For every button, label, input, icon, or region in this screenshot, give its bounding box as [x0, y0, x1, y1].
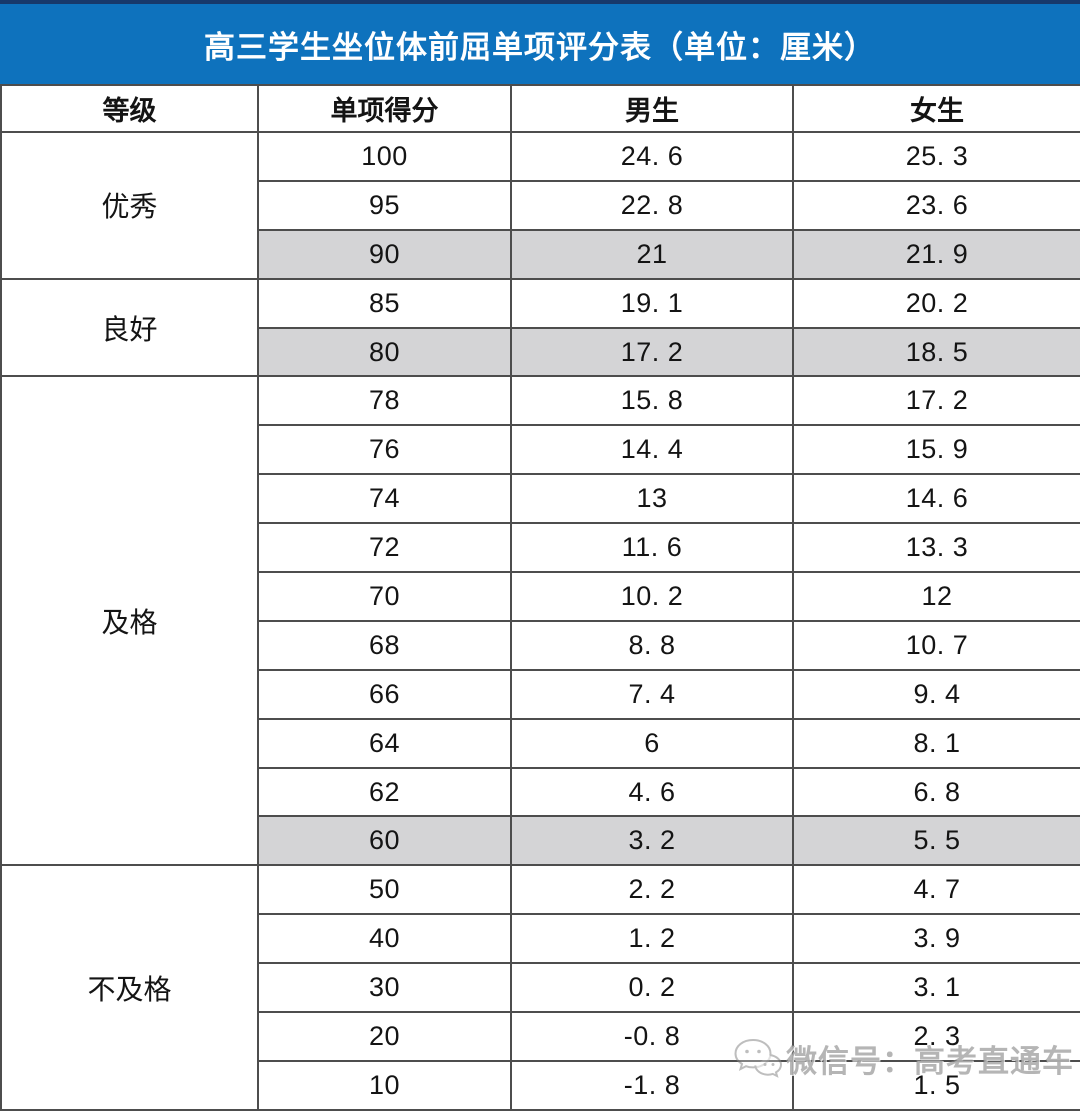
score-cell: 80	[257, 326, 512, 378]
header-row: 等级 单项得分 男生 女生	[0, 84, 1080, 133]
male-cell: 21	[510, 228, 794, 280]
female-cell: 2. 3	[792, 1011, 1080, 1062]
male-cell: 22. 8	[510, 179, 794, 231]
table-row: 68 8. 8 10. 7	[1, 619, 1080, 671]
female-cell: 13. 3	[792, 522, 1080, 574]
male-cell: 17. 2	[510, 326, 794, 378]
male-cell: 14. 4	[510, 424, 794, 476]
score-cell: 74	[257, 473, 512, 525]
page-title: 高三学生坐位体前屈单项评分表（单位：厘米）	[204, 29, 876, 65]
grade-cell: 优秀	[0, 131, 259, 280]
table-row: 66 7. 4 9. 4	[1, 668, 1080, 720]
female-cell: 15. 9	[792, 424, 1080, 476]
table-row: 30 0. 2 3. 1	[1, 962, 1080, 1014]
column-header-score: 单项得分	[257, 84, 512, 133]
column-header-grade: 等级	[0, 84, 259, 133]
title-banner: 高三学生坐位体前屈单项评分表（单位：厘米）	[0, 0, 1080, 84]
score-cell: 30	[257, 962, 512, 1014]
grade-cell: 不及格	[0, 864, 259, 1111]
male-cell: 3. 2	[510, 815, 794, 867]
table-row: 80 17. 2 18. 5	[1, 326, 1080, 378]
male-cell: 11. 6	[510, 522, 794, 574]
table-row: 及格 78 15. 8 17. 2	[0, 375, 1080, 867]
female-cell: 9. 4	[792, 668, 1080, 720]
female-cell: 6. 8	[792, 766, 1080, 818]
male-cell: 10. 2	[510, 571, 794, 622]
table-body: 优秀 100 24. 6 25. 3 95 22. 8 23. 6 90 21 21. 9 良好 85…	[0, 131, 1080, 1111]
female-cell: 3. 9	[792, 913, 1080, 965]
column-header-female: 女生	[792, 84, 1080, 133]
female-cell: 3. 1	[792, 962, 1080, 1014]
grade-cell: 及格	[0, 375, 259, 867]
female-cell: 5. 5	[792, 815, 1080, 867]
table-row: 良好 85 19. 1 20. 2	[0, 277, 1080, 378]
female-cell: 10. 7	[792, 619, 1080, 671]
female-cell: 12	[792, 571, 1080, 622]
score-table: 等级 单项得分 男生 女生 优秀 100 24. 6 25. 3 95 22. 8 23. …	[0, 84, 1080, 1111]
table-row: 72 11. 6 13. 3	[1, 522, 1080, 574]
table-row: 10 -1. 8 1. 5	[1, 1059, 1080, 1111]
table-row: 95 22. 8 23. 6	[1, 179, 1080, 231]
female-cell: 25. 3	[792, 131, 1080, 182]
score-cell: 90	[257, 228, 512, 280]
female-cell: 8. 1	[792, 717, 1080, 769]
grade-cell: 良好	[0, 277, 259, 378]
table-row: 70 10. 2 12	[1, 571, 1080, 622]
table-row: 62 4. 6 6. 8	[1, 766, 1080, 818]
score-cell: 68	[257, 619, 512, 671]
score-cell: 85	[257, 277, 512, 329]
table-row: 不及格 50 2. 2 4. 7	[0, 864, 1080, 1111]
male-cell: -1. 8	[510, 1059, 794, 1111]
table-row: 20 -0. 8 2. 3	[1, 1011, 1080, 1062]
male-cell: 8. 8	[510, 619, 794, 671]
female-cell: 14. 6	[792, 473, 1080, 525]
male-cell: 15. 8	[510, 375, 794, 427]
male-cell: 4. 6	[510, 766, 794, 818]
column-header-male: 男生	[510, 84, 794, 133]
table-row: 64 6 8. 1	[1, 717, 1080, 769]
male-cell: 13	[510, 473, 794, 525]
male-cell: 7. 4	[510, 668, 794, 720]
score-cell: 64	[257, 717, 512, 769]
score-cell: 60	[257, 815, 512, 867]
score-cell: 66	[257, 668, 512, 720]
male-cell: 0. 2	[510, 962, 794, 1014]
male-cell: 6	[510, 717, 794, 769]
female-cell: 1. 5	[792, 1059, 1080, 1111]
table-row: 76 14. 4 15. 9	[1, 424, 1080, 476]
female-cell: 23. 6	[792, 179, 1080, 231]
score-cell: 70	[257, 571, 512, 622]
male-cell: 19. 1	[510, 277, 794, 329]
table-row: 60 3. 2 5. 5	[1, 815, 1080, 867]
score-cell: 62	[257, 766, 512, 818]
score-cell: 76	[257, 424, 512, 476]
table-row: 40 1. 2 3. 9	[1, 913, 1080, 965]
table-row: 90 21 21. 9	[1, 228, 1080, 280]
male-cell: 2. 2	[510, 864, 794, 916]
score-cell: 72	[257, 522, 512, 574]
male-cell: -0. 8	[510, 1011, 794, 1062]
score-cell: 78	[257, 375, 512, 427]
score-cell: 10	[257, 1059, 512, 1111]
score-cell: 20	[257, 1011, 512, 1062]
female-cell: 18. 5	[792, 326, 1080, 378]
male-cell: 24. 6	[510, 131, 794, 182]
female-cell: 21. 9	[792, 228, 1080, 280]
score-cell: 100	[257, 131, 512, 182]
score-cell: 95	[257, 179, 512, 231]
score-cell: 40	[257, 913, 512, 965]
female-cell: 20. 2	[792, 277, 1080, 329]
table-row: 74 13 14. 6	[1, 473, 1080, 525]
female-cell: 4. 7	[792, 864, 1080, 916]
male-cell: 1. 2	[510, 913, 794, 965]
female-cell: 17. 2	[792, 375, 1080, 427]
table-row: 优秀 100 24. 6 25. 3	[0, 131, 1080, 280]
score-cell: 50	[257, 864, 512, 916]
